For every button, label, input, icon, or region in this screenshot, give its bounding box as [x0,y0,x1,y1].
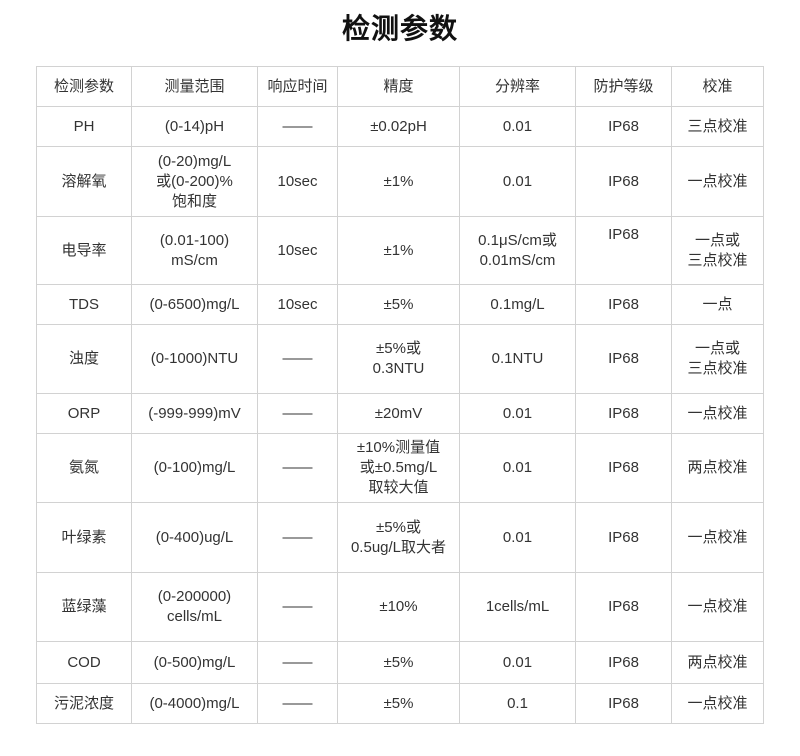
table-row-ph: PH (0-14)pH —— ±0.02pH 0.01 IP68 三点校准 [36,106,764,147]
cell-accuracy: ±5%或 0.5ug/L取大者 [337,502,460,573]
cell-response: 10sec [257,146,338,217]
cell-resolution: 0.1μS/cm或 0.01mS/cm [459,216,576,285]
cell-range: (0-500)mg/L [131,641,258,684]
cell-param: 电导率 [36,216,132,285]
cell-protection: IP68 [575,284,672,325]
table-row-blue-green-algae: 蓝绿藻 (0-200000) cells/mL —— ±10% 1cells/m… [36,572,764,642]
cell-calibration: 一点校准 [671,393,764,434]
column-header-accuracy: 精度 [337,66,460,107]
cell-response: 10sec [257,216,338,285]
cell-resolution: 0.01 [459,393,576,434]
cell-resolution: 1cells/mL [459,572,576,642]
cell-range: (0-200000) cells/mL [131,572,258,642]
cell-calibration: 一点 [671,284,764,325]
table-row-dissolved-oxygen: 溶解氧 (0-20)mg/L 或(0-200)% 饱和度 10sec ±1% 0… [36,146,764,217]
cell-accuracy: ±10%测量值 或±0.5mg/L 取较大值 [337,433,460,503]
table-row-turbidity: 浊度 (0-1000)NTU —— ±5%或 0.3NTU 0.1NTU IP6… [36,324,764,394]
cell-response: —— [257,683,338,724]
header-row: 检测参数 测量范围 响应时间 精度 分辨率 防护等级 校准 [36,66,764,107]
page-title: 检测参数 [341,13,458,44]
cell-protection: IP68 [575,324,672,394]
cell-response: —— [257,433,338,503]
cell-response: —— [257,106,338,147]
cell-param: PH [36,106,132,147]
cell-calibration: 一点校准 [671,146,764,217]
cell-range: (0-4000)mg/L [131,683,258,724]
cell-resolution: 0.01 [459,146,576,217]
cell-resolution: 0.1mg/L [459,284,576,325]
cell-calibration: 一点或 三点校准 [671,324,764,394]
cell-protection: IP68 [575,502,672,573]
cell-calibration: 一点校准 [671,502,764,573]
cell-response: —— [257,324,338,394]
table-row-cod: COD (0-500)mg/L —— ±5% 0.01 IP68 两点校准 [36,641,764,684]
cell-protection: IP68 [575,433,672,503]
cell-accuracy: ±5% [337,683,460,724]
column-header-range: 测量范围 [131,66,258,107]
cell-protection: IP68 [575,572,672,642]
cell-accuracy: ±1% [337,146,460,217]
cell-param: ORP [36,393,132,434]
cell-response: —— [257,502,338,573]
cell-param: 蓝绿藻 [36,572,132,642]
cell-response: —— [257,641,338,684]
cell-param: 氨氮 [36,433,132,503]
cell-accuracy: ±0.02pH [337,106,460,147]
cell-response: 10sec [257,284,338,325]
cell-accuracy: ±5% [337,284,460,325]
cell-response: —— [257,572,338,642]
cell-response: —— [257,393,338,434]
cell-param: 污泥浓度 [36,683,132,724]
cell-param: TDS [36,284,132,325]
cell-range: (0-400)ug/L [131,502,258,573]
cell-calibration: 两点校准 [671,641,764,684]
column-header-calibration: 校准 [671,66,764,107]
cell-resolution: 0.01 [459,106,576,147]
cell-resolution: 0.1 [459,683,576,724]
cell-calibration: 一点校准 [671,572,764,642]
cell-accuracy: ±5% [337,641,460,684]
cell-protection: IP68 [575,216,672,285]
cell-protection: IP68 [575,393,672,434]
cell-param: COD [36,641,132,684]
cell-range: (0-20)mg/L 或(0-200)% 饱和度 [131,146,258,217]
cell-range: (-999-999)mV [131,393,258,434]
cell-accuracy: ±5%或 0.3NTU [337,324,460,394]
cell-protection: IP68 [575,683,672,724]
cell-resolution: 0.01 [459,502,576,573]
table-row-ammonia: 氨氮 (0-100)mg/L —— ±10%测量值 或±0.5mg/L 取较大值… [36,433,764,503]
cell-accuracy: ±10% [337,572,460,642]
cell-param: 叶绿素 [36,502,132,573]
cell-calibration: 一点校准 [671,683,764,724]
cell-range: (0-6500)mg/L [131,284,258,325]
cell-resolution: 0.1NTU [459,324,576,394]
spec-table: 检测参数 测量范围 响应时间 精度 分辨率 防护等级 校准 PH (0-14)p… [36,66,764,724]
cell-range: (0.01-100) mS/cm [131,216,258,285]
cell-protection: IP68 [575,106,672,147]
column-header-response: 响应时间 [257,66,338,107]
table-row-orp: ORP (-999-999)mV —— ±20mV 0.01 IP68 一点校准 [36,393,764,434]
cell-range: (0-1000)NTU [131,324,258,394]
table-row-conductivity: 电导率 (0.01-100) mS/cm 10sec ±1% 0.1μS/cm或… [36,216,764,285]
cell-accuracy: ±20mV [337,393,460,434]
column-header-param: 检测参数 [36,66,132,107]
cell-calibration: 一点或 三点校准 [671,216,764,285]
cell-protection: IP68 [575,146,672,217]
column-header-resolution: 分辨率 [459,66,576,107]
cell-resolution: 0.01 [459,433,576,503]
cell-protection: IP68 [575,641,672,684]
table-row-tds: TDS (0-6500)mg/L 10sec ±5% 0.1mg/L IP68 … [36,284,764,325]
cell-param: 浊度 [36,324,132,394]
cell-calibration: 两点校准 [671,433,764,503]
cell-range: (0-14)pH [131,106,258,147]
cell-param: 溶解氧 [36,146,132,217]
table-row-chlorophyll: 叶绿素 (0-400)ug/L —— ±5%或 0.5ug/L取大者 0.01 … [36,502,764,573]
cell-accuracy: ±1% [337,216,460,285]
table-row-sludge-concentration: 污泥浓度 (0-4000)mg/L —— ±5% 0.1 IP68 一点校准 [36,683,764,724]
cell-range: (0-100)mg/L [131,433,258,503]
cell-calibration: 三点校准 [671,106,764,147]
cell-resolution: 0.01 [459,641,576,684]
column-header-protection: 防护等级 [575,66,672,107]
